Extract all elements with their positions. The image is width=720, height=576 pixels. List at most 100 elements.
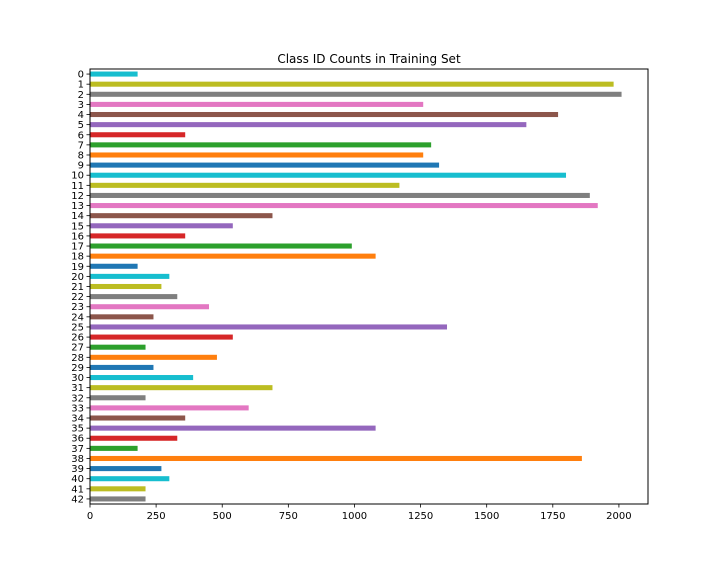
y-tick-label: 32: [71, 393, 84, 404]
bar-class-25: [90, 324, 448, 330]
bar-class-19: [90, 263, 138, 269]
x-tick-label: 0: [87, 511, 93, 522]
bars-layer: [90, 71, 622, 502]
y-axis: 0123456789101112131415161718192021222324…: [71, 70, 90, 505]
bar-class-35: [90, 425, 376, 431]
y-tick-label: 35: [71, 424, 84, 435]
bar-class-29: [90, 364, 154, 370]
y-tick-label: 4: [78, 110, 84, 121]
bar-class-0: [90, 71, 138, 77]
y-tick-label: 15: [71, 221, 84, 232]
x-tick-label: 750: [279, 511, 298, 522]
x-tick-label: 2000: [606, 511, 631, 522]
bar-class-17: [90, 243, 352, 249]
y-tick-label: 30: [71, 373, 84, 384]
bar-class-4: [90, 111, 559, 118]
y-tick-label: 22: [71, 292, 84, 303]
bar-class-16: [90, 233, 186, 239]
y-tick-label: 24: [71, 312, 84, 323]
bar-class-10: [90, 172, 567, 178]
bar-class-39: [90, 466, 162, 472]
x-tick-label: 1500: [474, 511, 499, 522]
y-tick-label: 29: [71, 363, 84, 374]
y-tick-label: 11: [71, 181, 84, 192]
y-tick-label: 38: [71, 454, 84, 465]
y-tick-label: 26: [71, 333, 84, 344]
x-tick-label: 1250: [408, 511, 433, 522]
bar-class-7: [90, 142, 432, 148]
y-tick-label: 3: [78, 100, 84, 111]
bar-class-2: [90, 91, 622, 97]
bar-class-38: [90, 455, 582, 462]
y-tick-label: 20: [71, 272, 84, 283]
y-tick-label: 18: [71, 252, 84, 263]
bar-class-13: [90, 203, 598, 209]
y-tick-label: 23: [71, 302, 84, 313]
bar-class-37: [90, 445, 138, 451]
bar-class-15: [90, 223, 233, 229]
y-tick-label: 17: [71, 242, 84, 253]
bar-class-22: [90, 294, 178, 300]
bar-class-5: [90, 122, 527, 128]
bar-class-6: [90, 132, 186, 138]
chart-title: Class ID Counts in Training Set: [277, 52, 461, 66]
y-tick-label: 2: [78, 90, 84, 101]
bar-class-40: [90, 476, 170, 482]
bar-class-27: [90, 344, 146, 350]
bar-class-24: [90, 314, 154, 320]
bar-class-20: [90, 273, 170, 279]
y-tick-label: 37: [71, 444, 84, 455]
y-tick-label: 7: [78, 140, 84, 151]
bar-class-32: [90, 395, 146, 401]
bar-class-8: [90, 152, 424, 158]
y-tick-label: 33: [71, 403, 84, 414]
y-tick-label: 0: [78, 70, 84, 81]
bar-class-42: [90, 496, 146, 502]
y-tick-label: 6: [78, 130, 84, 141]
bar-class-31: [90, 385, 273, 391]
y-tick-label: 25: [71, 322, 84, 333]
y-tick-label: 27: [71, 343, 84, 354]
bar-class-23: [90, 304, 210, 310]
y-tick-label: 16: [71, 231, 84, 242]
y-tick-label: 42: [71, 494, 84, 505]
bar-class-3: [90, 101, 424, 107]
y-tick-label: 28: [71, 353, 84, 364]
y-tick-label: 12: [71, 191, 84, 202]
y-tick-label: 36: [71, 434, 84, 445]
y-tick-label: 41: [71, 484, 84, 495]
bar-class-34: [90, 415, 186, 421]
bar-class-41: [90, 486, 146, 492]
plot-frame: [89, 68, 649, 505]
x-tick-label: 1000: [342, 511, 367, 522]
bar-class-11: [90, 182, 400, 188]
bar-class-1: [90, 81, 614, 87]
bar-class-36: [90, 435, 178, 441]
bar-class-26: [90, 334, 233, 340]
y-tick-label: 8: [78, 150, 84, 161]
y-tick-label: 9: [78, 161, 84, 172]
y-tick-label: 40: [71, 474, 84, 485]
bar-class-18: [90, 253, 376, 259]
bar-class-30: [90, 375, 194, 381]
y-tick-label: 34: [71, 414, 84, 425]
y-tick-label: 13: [71, 201, 84, 212]
y-tick-label: 10: [71, 171, 84, 182]
y-tick-label: 39: [71, 464, 84, 475]
bar-class-28: [90, 354, 217, 360]
bar-class-12: [90, 192, 590, 198]
bar-class-9: [90, 162, 440, 168]
y-tick-label: 19: [71, 262, 84, 273]
x-tick-label: 500: [213, 511, 232, 522]
x-tick-label: 1750: [540, 511, 565, 522]
x-tick-label: 250: [147, 511, 166, 522]
y-tick-label: 31: [71, 383, 84, 394]
bar-class-14: [90, 213, 273, 219]
bar-class-33: [90, 405, 249, 411]
bar-class-21: [90, 283, 162, 290]
y-tick-label: 1: [78, 80, 84, 91]
x-axis: 0 250 500 750 1000 1250 1500 1750 2000: [87, 504, 632, 522]
y-tick-label: 5: [78, 120, 84, 131]
y-tick-label: 14: [71, 211, 84, 222]
